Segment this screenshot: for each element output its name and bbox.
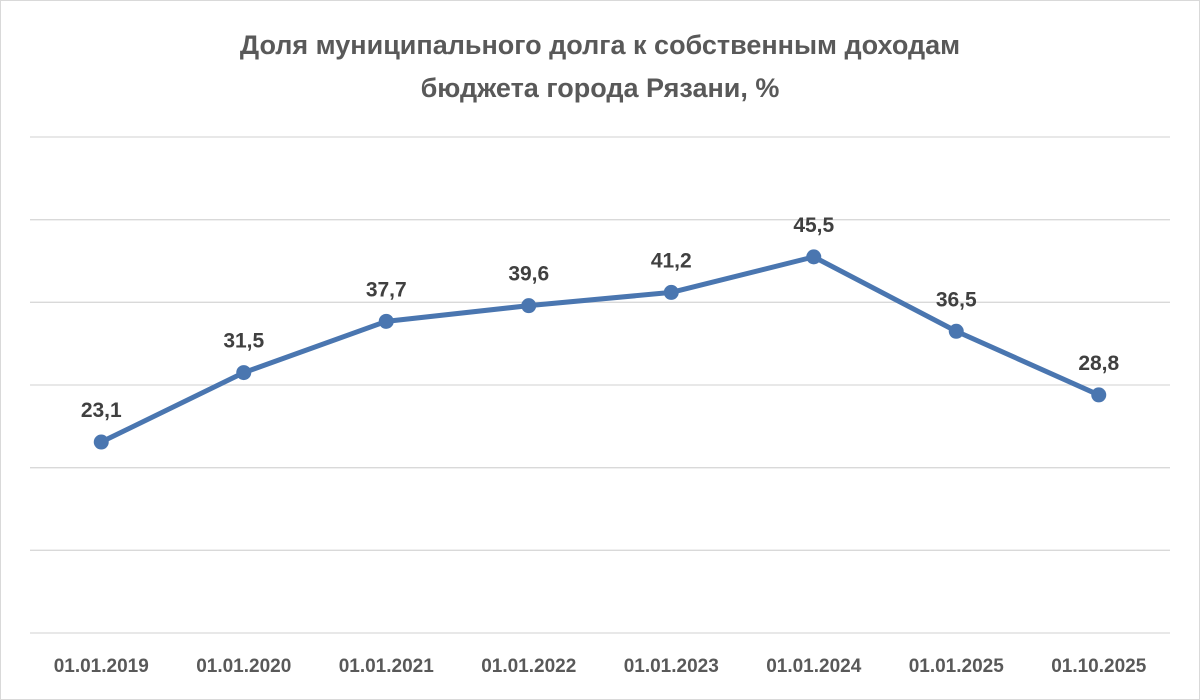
data-label-5: 45,5	[793, 214, 834, 237]
chart-title: Доля муниципального долга к собственным …	[0, 24, 1200, 110]
data-point-5	[806, 249, 822, 265]
x-tick-label-2: 01.01.2021	[339, 656, 435, 677]
data-point-6	[948, 323, 964, 339]
data-point-7	[1091, 387, 1107, 403]
data-label-0: 23,1	[81, 399, 122, 422]
chart-title-line-1: Доля муниципального долга к собственным …	[239, 30, 961, 60]
x-tick-label-1: 01.01.2020	[196, 656, 291, 677]
x-tick-label-6: 01.01.2025	[909, 656, 1005, 677]
data-label-6: 36,5	[936, 288, 977, 311]
x-tick-label-5: 01.01.2024	[766, 656, 862, 677]
chart-title-line-2: бюджета города Рязани, %	[420, 73, 780, 103]
data-label-4: 41,2	[651, 249, 692, 272]
data-point-2	[378, 313, 394, 329]
x-tick-label-3: 01.01.2022	[481, 656, 576, 677]
data-point-1	[236, 365, 252, 381]
data-label-7: 28,8	[1078, 352, 1119, 375]
data-point-4	[663, 284, 679, 300]
x-tick-label-7: 01.10.2025	[1051, 656, 1147, 677]
data-label-2: 37,7	[366, 278, 407, 301]
data-label-1: 31,5	[223, 330, 264, 353]
series-line-0	[98, 254, 1102, 445]
x-tick-label-0: 01.01.2019	[54, 656, 149, 677]
data-label-3: 39,6	[508, 263, 549, 286]
data-point-0	[93, 434, 109, 450]
data-point-3	[521, 298, 537, 314]
x-tick-label-4: 01.01.2023	[624, 656, 719, 677]
